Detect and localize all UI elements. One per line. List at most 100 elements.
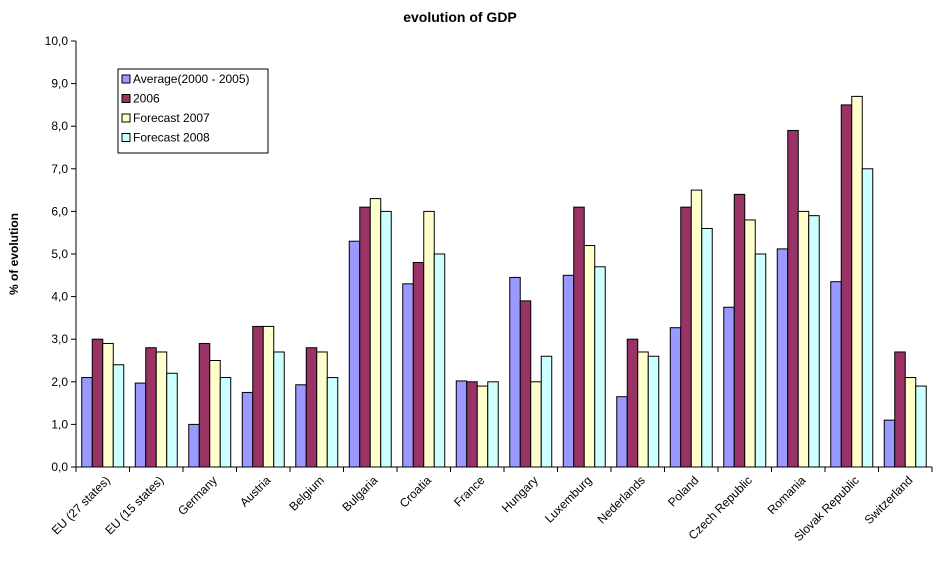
y-tick-label: 5,0 bbox=[51, 247, 68, 261]
bar bbox=[754, 253, 767, 468]
bar bbox=[295, 384, 307, 468]
x-tick-label: France bbox=[451, 473, 488, 510]
bar bbox=[808, 215, 820, 468]
y-tick-label: 0,0 bbox=[51, 460, 68, 474]
x-tick-label: Nederlands bbox=[595, 473, 648, 526]
bar bbox=[369, 198, 382, 468]
bar bbox=[188, 423, 200, 468]
bar bbox=[273, 351, 285, 468]
legend-label: Average(2000 - 2005) bbox=[133, 72, 250, 86]
bar bbox=[252, 325, 264, 468]
bar bbox=[701, 227, 713, 468]
bar bbox=[466, 381, 478, 468]
bar bbox=[305, 347, 318, 468]
bar bbox=[861, 168, 874, 468]
bar bbox=[787, 129, 799, 468]
bar bbox=[616, 396, 628, 468]
y-tick-label: 10,0 bbox=[45, 34, 69, 48]
bar bbox=[883, 419, 896, 468]
legend-swatch bbox=[121, 113, 131, 123]
bar bbox=[487, 381, 499, 468]
legend-label: Forecast 2007 bbox=[133, 111, 210, 125]
bar bbox=[402, 283, 414, 468]
legend-swatch bbox=[121, 94, 131, 103]
bar bbox=[348, 240, 361, 468]
x-tick-label: Poland bbox=[665, 473, 701, 509]
x-tick-label: Romania bbox=[765, 473, 809, 517]
x-tick-label: Germany bbox=[175, 473, 220, 518]
legend-swatch bbox=[121, 74, 131, 84]
legend-swatch bbox=[121, 133, 131, 142]
y-tick-label: 4,0 bbox=[51, 290, 68, 304]
x-tick-label: Belgium bbox=[286, 473, 327, 514]
bar bbox=[540, 355, 553, 468]
bar bbox=[241, 391, 254, 468]
y-tick-label: 7,0 bbox=[51, 162, 68, 176]
bar bbox=[562, 274, 575, 468]
bar bbox=[583, 244, 596, 468]
bar bbox=[102, 342, 114, 468]
x-tick-label: Luxemburg bbox=[542, 473, 594, 525]
bar bbox=[797, 210, 810, 468]
x-tick-label: Switzerland bbox=[862, 473, 916, 527]
bar bbox=[412, 262, 425, 468]
bar bbox=[519, 300, 532, 468]
bar bbox=[626, 338, 639, 468]
x-tick-label: Austria bbox=[237, 473, 274, 510]
chart-title: evolution of GDP bbox=[403, 9, 517, 25]
bar bbox=[733, 193, 746, 468]
bar bbox=[166, 372, 178, 468]
bar bbox=[134, 382, 147, 468]
bar bbox=[904, 377, 917, 468]
y-tick-label: 3,0 bbox=[51, 332, 68, 346]
bar bbox=[476, 385, 489, 468]
legend: Average(2000 - 2005) 2006 Forecast 2007 For… bbox=[117, 68, 269, 154]
bar bbox=[637, 351, 649, 468]
legend-label: 2006 bbox=[133, 92, 160, 106]
bar bbox=[723, 306, 735, 468]
bar bbox=[647, 355, 660, 468]
bar bbox=[380, 210, 392, 468]
bar bbox=[433, 253, 446, 468]
y-tick-label: 8,0 bbox=[51, 119, 68, 133]
x-tick-label: Bulgaria bbox=[339, 473, 380, 514]
bar bbox=[690, 189, 703, 468]
bar bbox=[840, 104, 853, 468]
bar bbox=[776, 248, 789, 468]
y-tick-label: 2,0 bbox=[51, 375, 68, 389]
bar bbox=[316, 351, 328, 468]
bar bbox=[155, 351, 168, 468]
bar bbox=[594, 266, 606, 468]
y-axis-label: % of evolution bbox=[7, 213, 21, 295]
y-tick-label: 1,0 bbox=[51, 417, 68, 431]
legend-box bbox=[117, 68, 269, 154]
bar bbox=[830, 281, 842, 468]
x-tick-label: Croatia bbox=[397, 473, 434, 510]
y-tick-label: 6,0 bbox=[51, 204, 68, 218]
bar bbox=[573, 206, 585, 468]
bar bbox=[669, 327, 682, 468]
bar bbox=[680, 206, 692, 468]
bar bbox=[198, 342, 211, 468]
bar bbox=[112, 364, 125, 468]
bar bbox=[851, 95, 863, 468]
bar bbox=[81, 377, 93, 468]
bar bbox=[509, 276, 521, 468]
bar bbox=[455, 380, 468, 468]
bar bbox=[219, 377, 232, 468]
bar bbox=[145, 347, 157, 468]
bar bbox=[894, 351, 906, 468]
bar bbox=[423, 210, 435, 468]
y-tick-label: 9,0 bbox=[51, 77, 68, 91]
bar bbox=[530, 381, 542, 468]
bar bbox=[262, 325, 275, 468]
bar bbox=[915, 385, 927, 468]
bar bbox=[744, 219, 756, 468]
x-tick-label: Hungary bbox=[499, 473, 541, 515]
legend-label: Forecast 2008 bbox=[133, 131, 210, 145]
bar bbox=[326, 377, 339, 468]
bar bbox=[209, 360, 221, 468]
bar bbox=[359, 206, 371, 468]
